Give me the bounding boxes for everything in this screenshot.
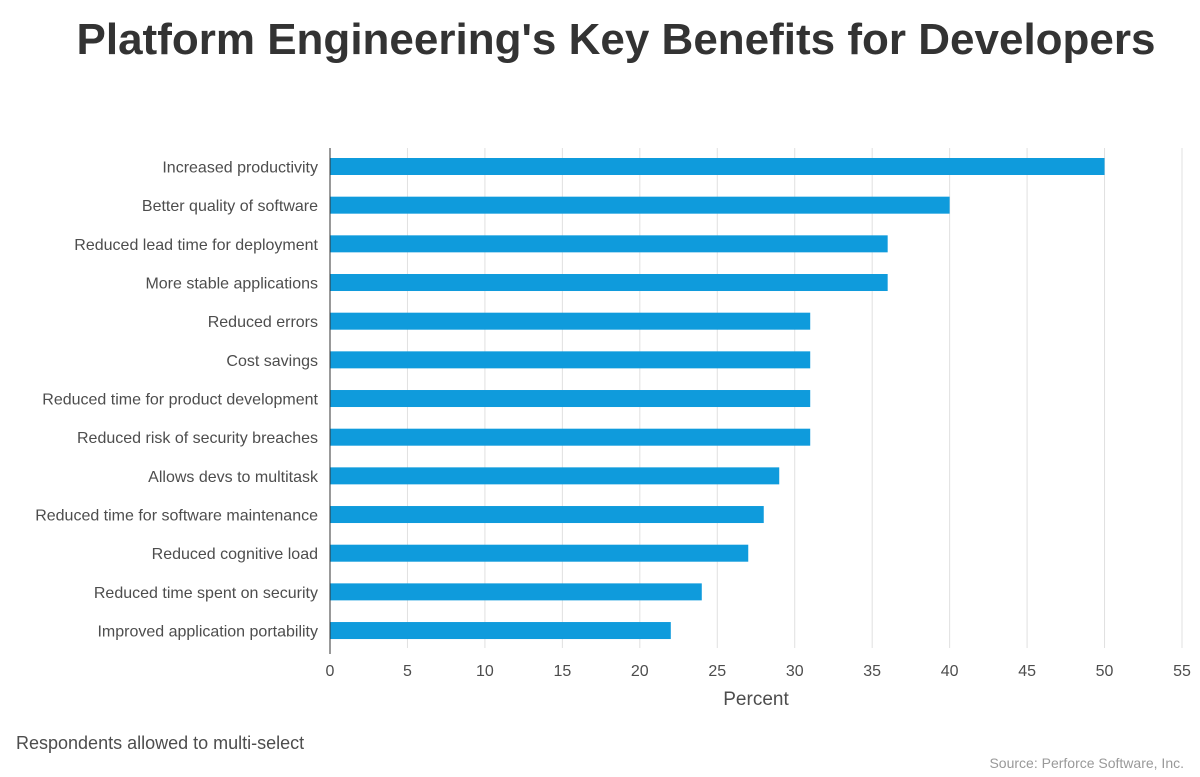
bar bbox=[330, 274, 888, 292]
x-tick-label: 35 bbox=[863, 663, 881, 680]
category-label: Allows devs to multitask bbox=[148, 469, 319, 486]
bars bbox=[330, 158, 1105, 640]
x-tick-label: 20 bbox=[631, 663, 649, 680]
category-label: Better quality of software bbox=[142, 198, 318, 215]
bar bbox=[330, 235, 888, 253]
x-tick-label: 15 bbox=[553, 663, 571, 680]
footnote: Respondents allowed to multi-select bbox=[16, 733, 305, 753]
x-tick-label: 30 bbox=[786, 663, 804, 680]
category-label: Reduced risk of security breaches bbox=[77, 430, 318, 447]
bar bbox=[330, 583, 702, 601]
category-label: Reduced time for software maintenance bbox=[35, 508, 318, 525]
bar bbox=[330, 158, 1105, 175]
bar bbox=[330, 196, 950, 214]
category-label: Improved application portability bbox=[97, 624, 318, 641]
bar bbox=[330, 544, 749, 562]
bar bbox=[330, 506, 764, 524]
x-tick-label: 10 bbox=[476, 663, 494, 680]
category-label: Reduced time for product development bbox=[42, 392, 318, 409]
category-label: Reduced lead time for deployment bbox=[74, 237, 318, 254]
category-label: Increased productivity bbox=[162, 160, 318, 177]
category-label: More stable applications bbox=[145, 276, 318, 293]
x-tick-label: 55 bbox=[1173, 663, 1191, 680]
category-label: Reduced cognitive load bbox=[152, 546, 318, 563]
chart-title: Platform Engineering's Key Benefits for … bbox=[76, 15, 1156, 64]
bar bbox=[330, 390, 811, 408]
category-label: Cost savings bbox=[226, 353, 318, 370]
x-tick-label: 25 bbox=[708, 663, 726, 680]
x-axis-label: Percent bbox=[723, 689, 789, 710]
x-tick-label: 45 bbox=[1018, 663, 1036, 680]
bar bbox=[330, 622, 671, 640]
x-tick-labels: 0 5 10 15 20 25 30 35 40 45 50 55 bbox=[326, 663, 1191, 680]
bar bbox=[330, 428, 811, 446]
bar bbox=[330, 351, 811, 369]
x-tick-label: 50 bbox=[1096, 663, 1114, 680]
x-tick-label: 0 bbox=[326, 663, 335, 680]
bar bbox=[330, 312, 811, 330]
category-labels: Increased productivity Better quality of … bbox=[35, 160, 319, 641]
source-note: Source: Perforce Software, Inc. bbox=[989, 755, 1184, 771]
x-tick-label: 40 bbox=[941, 663, 959, 680]
x-tick-label: 5 bbox=[403, 663, 412, 680]
bar bbox=[330, 467, 780, 485]
category-label: Reduced errors bbox=[208, 314, 318, 331]
category-label: Reduced time spent on security bbox=[94, 585, 318, 602]
